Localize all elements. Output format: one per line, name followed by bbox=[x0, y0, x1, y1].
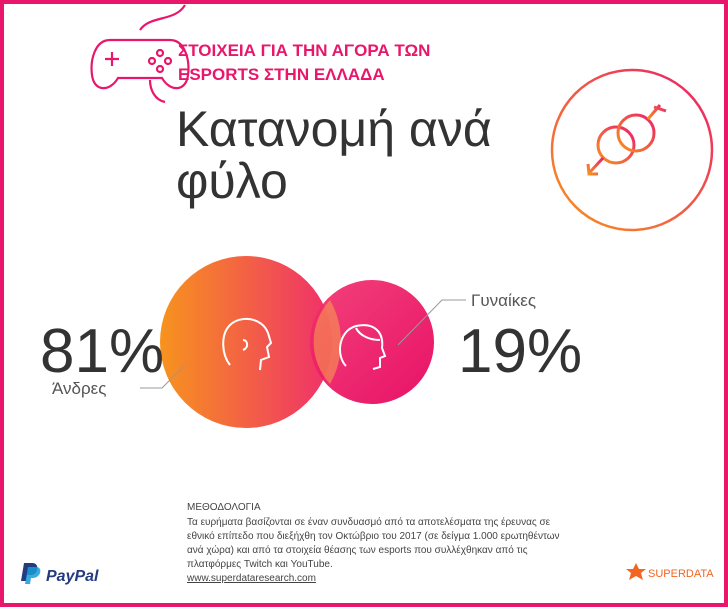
women-label: Γυναίκες bbox=[471, 291, 536, 310]
gender-ring bbox=[550, 68, 714, 232]
gamepad-icon bbox=[90, 4, 190, 104]
men-label: Άνδρες bbox=[52, 379, 106, 398]
superdata-text: SUPERDATA bbox=[648, 568, 714, 580]
gender-icon bbox=[586, 104, 667, 176]
men-leader bbox=[140, 365, 185, 389]
heading-line: φύλο bbox=[176, 153, 288, 209]
title-line: ESPORTS ΣΤΗΝ ΕΛΛΑΔΑ bbox=[178, 65, 385, 84]
men-percent: 81% bbox=[40, 317, 164, 386]
methodology-line: ανά χώρα) και από τα στοιχεία θέασης των… bbox=[187, 544, 528, 556]
methodology-link[interactable]: www.superdataresearch.com bbox=[186, 573, 316, 584]
superdata-logo: SUPERDATA bbox=[626, 563, 714, 580]
women-circle bbox=[310, 280, 434, 404]
methodology-line: εθνικό επίπεδο που διεξήχθη τον Οκτώβριο… bbox=[187, 530, 560, 542]
overlap bbox=[313, 300, 341, 384]
women-leader bbox=[397, 299, 466, 346]
title-line: ΣΤΟΙΧΕΙΑ ΓΙΑ ΤΗΝ ΑΓΟΡΑ ΤΩΝ bbox=[178, 41, 430, 60]
methodology-line: πλατφόρμες Twitch και YouTube. bbox=[187, 558, 333, 570]
methodology-line: Τα ευρήματα βασίζονται σε έναν συνδυασμό… bbox=[187, 516, 551, 528]
woman-face-icon bbox=[339, 324, 387, 370]
heading-line: Κατανομή ανά bbox=[176, 101, 492, 157]
methodology-title: ΜΕΘΟΔΟΛΟΓΙΑ bbox=[187, 502, 261, 513]
man-face-icon bbox=[222, 317, 273, 371]
women-percent: 19% bbox=[458, 317, 582, 386]
paypal-text: PayPal bbox=[46, 568, 99, 585]
paypal-logo: PayPal bbox=[21, 563, 99, 585]
